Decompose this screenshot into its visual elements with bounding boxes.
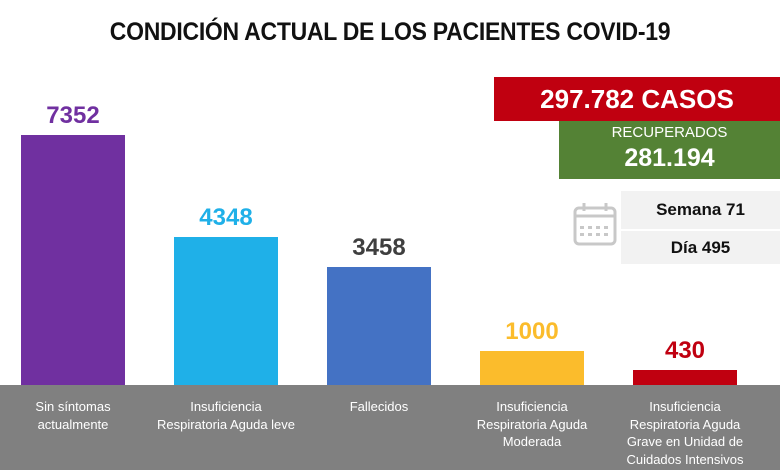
data-label: 3458 <box>352 234 406 262</box>
recovered-badge: RECUPERADOS 281.194 <box>559 121 780 179</box>
chart-title: CONDICIÓN ACTUAL DE LOS PACIENTES COVID-… <box>109 18 671 46</box>
day-label: Día 495 <box>621 231 780 264</box>
data-label: 7352 <box>46 102 100 129</box>
category-label: Fallecidos <box>349 399 409 414</box>
category-axis-band <box>0 385 780 470</box>
bar <box>633 370 737 385</box>
category-label: Insuficiencia Respiratoria Aguda leve <box>156 399 296 432</box>
category-label: Sin síntomas actualmente <box>35 399 111 432</box>
calendar-icon <box>573 203 617 246</box>
data-label: 4348 <box>199 204 253 232</box>
category-label: Insuficiencia Respiratoria Aguda Grave en … <box>626 399 744 467</box>
data-label: 430 <box>664 337 706 365</box>
bar <box>327 267 431 385</box>
bar <box>480 350 584 385</box>
category-label: Insuficiencia Respiratoria Aguda Moderada <box>476 399 588 449</box>
recovered-value: 281.194 <box>624 144 715 172</box>
data-label: 1000 <box>505 317 559 345</box>
bar <box>174 237 278 385</box>
bar <box>21 135 125 385</box>
week-label: Semana 71 <box>621 191 780 229</box>
recovered-label: RECUPERADOS <box>611 124 728 141</box>
total-cases-badge: 297.782 CASOS <box>494 77 780 121</box>
